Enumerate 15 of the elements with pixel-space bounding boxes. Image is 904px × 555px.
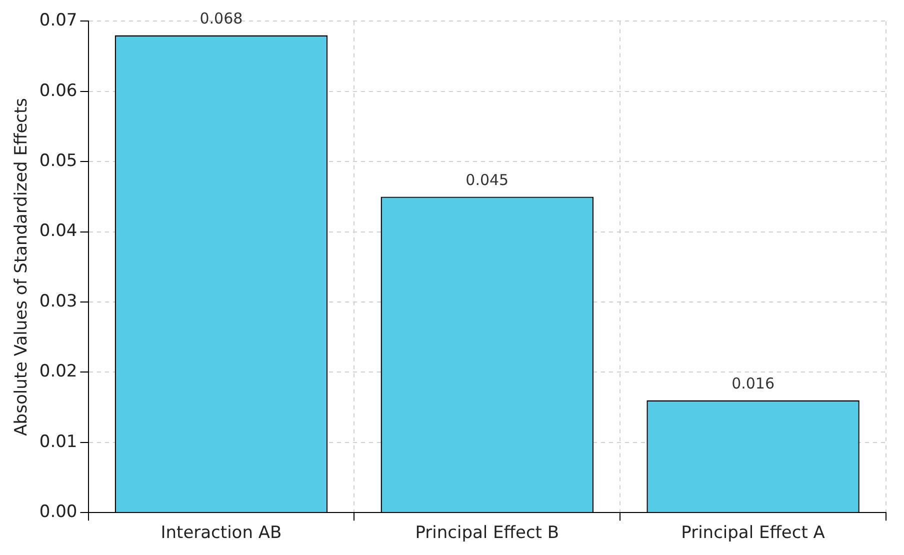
y-tick-label: 0.01 [39,432,78,452]
y-tick-label: 0.02 [39,362,78,382]
y-axis-title: Absolute Values of Standardized Effects [12,98,32,436]
y-tick-label: 0.04 [39,221,78,242]
x-tick-label: Principal Effect A [681,523,826,544]
y-tick-label: 0.03 [39,291,78,312]
data-label: 0.068 [200,10,243,28]
y-tick-label: 0.07 [39,10,78,31]
x-tick-label: Interaction AB [160,523,282,544]
y-tick-label: 0.00 [39,502,78,522]
data-label: 0.016 [732,374,775,393]
y-tick-label: 0.05 [39,151,78,172]
data-label: 0.045 [466,171,509,190]
x-tick-label: Principal Effect B [415,523,560,544]
y-tick-label: 0.06 [39,80,78,101]
